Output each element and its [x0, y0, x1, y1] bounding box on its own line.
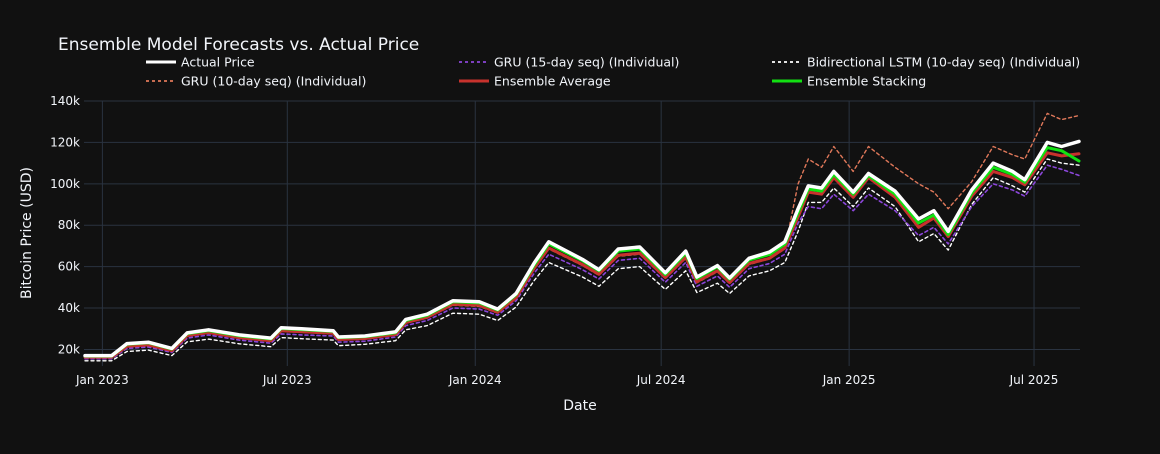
- x-tick-label: Jan 2023: [75, 373, 129, 387]
- series-lines: [83, 112, 1081, 362]
- legend-item[interactable]: Ensemble Stacking: [772, 74, 926, 89]
- series-line-bidirectional-lstm-10-day-seq-individual: [84, 158, 1080, 362]
- grid: [84, 100, 1080, 366]
- y-tick-label: 20k: [58, 342, 80, 356]
- y-axis-title: Bitcoin Price (USD): [19, 167, 35, 299]
- series-line-gru-15-day-seq-individual: [84, 164, 1080, 360]
- x-tick-label: Jul 2023: [262, 373, 312, 387]
- x-tick-label: Jan 2024: [448, 373, 502, 387]
- y-tick-label: 80k: [58, 218, 80, 232]
- legend-label: GRU (10-day seq) (Individual): [181, 74, 366, 89]
- axes: 20k 40k 60k 80k 100k 120k 140k Jan 2023 Jul 2023…: [50, 94, 1058, 387]
- x-axis-title: Date: [563, 398, 596, 414]
- legend-item[interactable]: Bidirectional LSTM (10-day seq) (Individ…: [772, 55, 1080, 70]
- legend-label: Actual Price: [181, 55, 255, 70]
- x-tick-label: Jan 2025: [822, 373, 876, 387]
- y-tick-label: 140k: [50, 94, 80, 108]
- legend-item[interactable]: Actual Price: [146, 55, 255, 70]
- y-tick-label: 60k: [58, 260, 80, 274]
- legend-label: Bidirectional LSTM (10-day seq) (Individ…: [807, 55, 1080, 70]
- legend-item[interactable]: GRU (10-day seq) (Individual): [146, 74, 366, 89]
- legend-item[interactable]: Ensemble Average: [459, 74, 611, 89]
- series-line-actual-price: [83, 139, 1081, 358]
- y-tick-label: 100k: [50, 177, 80, 191]
- x-tick-label: Jul 2025: [1009, 373, 1059, 387]
- chart-title: Ensemble Model Forecasts vs. Actual Pric…: [58, 35, 419, 55]
- legend-label: Ensemble Average: [494, 74, 611, 89]
- y-tick-label: 40k: [58, 301, 80, 315]
- y-tick-label: 120k: [50, 135, 80, 149]
- legend-label: Ensemble Stacking: [807, 74, 926, 89]
- x-tick-label: Jul 2024: [636, 373, 686, 387]
- legend-item[interactable]: GRU (15-day seq) (Individual): [459, 55, 679, 70]
- legend-label: GRU (15-day seq) (Individual): [494, 55, 679, 70]
- legend: Actual Price GRU (15-day seq) (Individual…: [146, 55, 1080, 89]
